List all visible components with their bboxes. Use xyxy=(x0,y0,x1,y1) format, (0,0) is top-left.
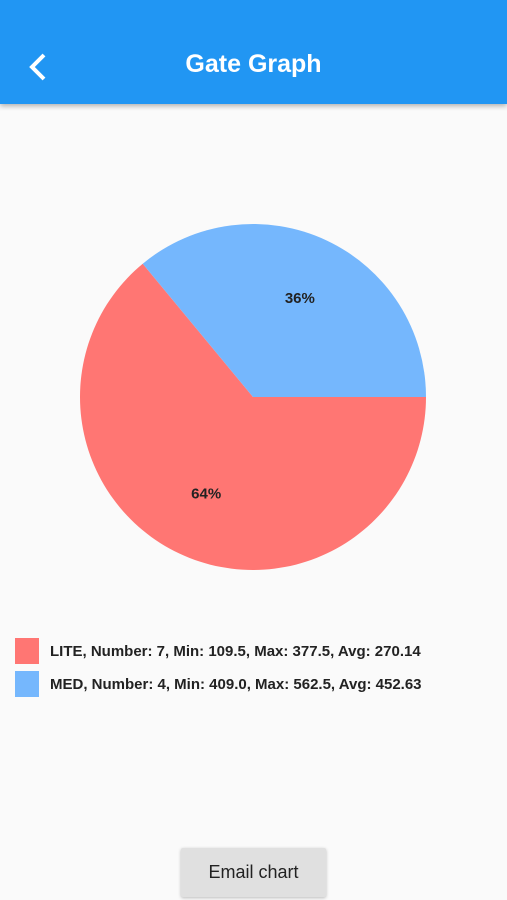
app-title: Gate Graph xyxy=(185,50,322,78)
legend-swatch xyxy=(15,671,39,697)
pie-slice xyxy=(80,263,427,570)
legend-swatch xyxy=(15,638,39,664)
legend-label: LITE, Number: 7, Min: 109.5, Max: 377.5,… xyxy=(50,643,421,660)
app-bar: Gate Graph xyxy=(0,0,507,104)
back-button[interactable] xyxy=(24,52,54,82)
email-button[interactable]: Email chart xyxy=(181,848,326,897)
chart: 64% 36% LITE, Number: 7, Min: 109.5, Max: … xyxy=(15,224,427,697)
pie-slice xyxy=(142,224,426,397)
slice-label: 36% xyxy=(285,290,315,307)
slice-label: 64% xyxy=(191,486,221,503)
legend-label: MED, Number: 4, Min: 409.0, Max: 562.5, … xyxy=(50,676,422,693)
